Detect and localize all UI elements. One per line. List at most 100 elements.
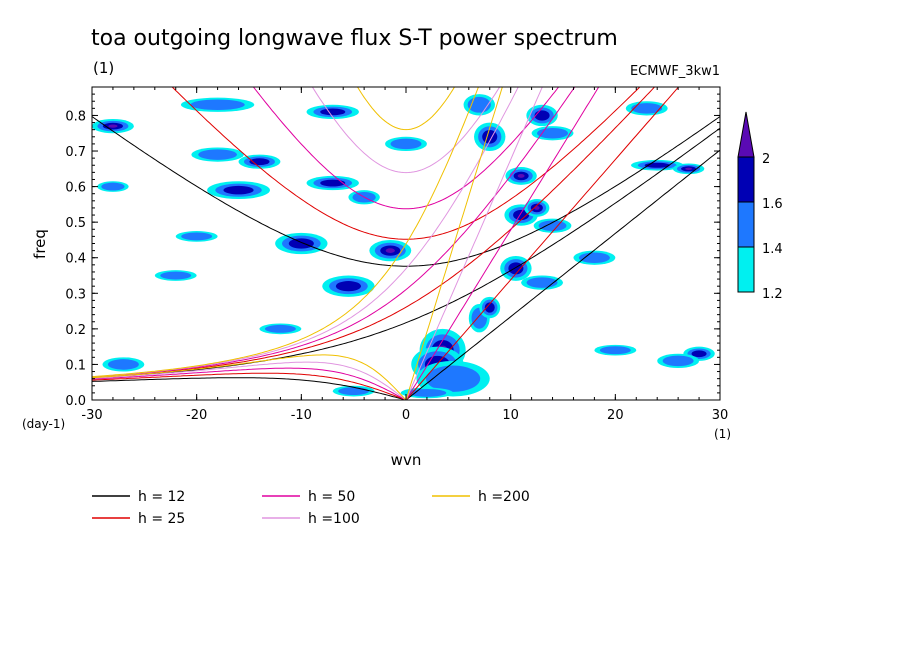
y-tick-label: 0.3 (65, 287, 86, 302)
curve-er-h50 (92, 367, 407, 400)
contour-blob (97, 181, 129, 192)
curve-kelvin-h50 (405, 87, 600, 400)
contour-level-2 (160, 271, 192, 280)
contour-level-2 (662, 355, 694, 367)
colorbar-segment (737, 201, 755, 248)
contour-level-2 (264, 324, 296, 333)
y-tick-label: 0.1 (65, 358, 86, 373)
contour-blob (672, 163, 705, 175)
x-tick-label: -20 (186, 408, 207, 423)
contour-blob (573, 250, 616, 265)
legend-label: h = 12 (138, 489, 185, 505)
contour-blob (306, 175, 359, 191)
contour-blob (322, 275, 375, 297)
y-axis-unit: (day-1) (22, 417, 65, 431)
x-axis-unit: (1) (714, 427, 731, 441)
contour-blob (275, 232, 328, 255)
contour-blob (526, 104, 558, 127)
contour-blob (306, 104, 359, 120)
contour-blob (416, 360, 490, 397)
curve-er-h200 (92, 354, 407, 400)
curve-mrg-h200 (92, 87, 479, 378)
contour-level-2 (101, 182, 125, 191)
contour-level-3 (691, 350, 707, 358)
colorbar-label: 1.4 (762, 242, 783, 257)
contour-level-3 (534, 110, 550, 121)
contour-level-2 (390, 138, 422, 150)
contour-level-2 (425, 365, 481, 392)
contour-blob (191, 147, 244, 162)
y-tick-label: 0.7 (65, 145, 86, 160)
y-tick-label: 0.8 (65, 109, 86, 124)
x-tick-label: -10 (291, 408, 312, 423)
chart-title: toa outgoing longwave flux S-T power spe… (91, 26, 618, 51)
colorbar-segment (737, 156, 755, 203)
contour-level-2 (407, 388, 447, 397)
contour-level-3 (288, 238, 314, 249)
contour-blob (521, 275, 563, 290)
contour-blob (594, 344, 637, 356)
y-tick-label: 0.2 (65, 323, 86, 338)
y-tick-label: 0.6 (65, 181, 86, 196)
colorbar-segment (737, 246, 755, 293)
contour-level-3 (484, 302, 495, 313)
curve-er-h100 (92, 361, 407, 400)
contour-level-2 (537, 127, 569, 139)
colorbar: 2 1.6 1.4 1.2 (737, 111, 783, 302)
contour-level-2 (107, 359, 139, 370)
contour-level-2 (631, 103, 663, 114)
curve-ig-h25 (171, 87, 641, 240)
x-tick-label: 30 (712, 408, 729, 423)
curve-mrg-h100 (92, 87, 519, 378)
legend-label: h =100 (308, 511, 360, 527)
curve-kelvin-h25 (405, 87, 680, 400)
contour-level-3 (335, 281, 361, 292)
chart-subtitle: (1) (93, 59, 114, 77)
curve-kelvin-h100 (405, 87, 543, 400)
curve-kelvin-h12 (405, 149, 720, 400)
contour-blob (500, 255, 532, 281)
contour-level-2 (599, 346, 631, 355)
contour-level-3 (320, 179, 346, 187)
curve-ig-h12 (92, 116, 720, 267)
contour-level-2 (198, 149, 237, 160)
curve-mrg-h12 (92, 127, 720, 379)
source-label: ECMWF_3kw1 (630, 64, 720, 79)
legend: h = 12 h = 25 h = 50 h =100 h =200 (92, 489, 530, 527)
y-tick-label: 0.0 (65, 394, 86, 409)
contour-blob (479, 296, 501, 319)
curve-mrg-h50 (92, 87, 576, 378)
colorbar-label: 2 (762, 152, 770, 167)
contour-blob (625, 101, 668, 116)
contour-level-3 (223, 185, 254, 195)
contour-level-4 (685, 167, 693, 170)
y-tick-label: 0.4 (65, 252, 86, 267)
curve-ig-h200 (356, 87, 456, 131)
legend-label: h = 50 (308, 489, 355, 505)
y-axis-label: freq (31, 229, 49, 259)
colorbar-top-arrow (737, 111, 755, 158)
curve-mrg-h25 (92, 87, 656, 378)
contour-level-2 (338, 387, 370, 396)
contour-blob (154, 270, 197, 281)
contour-blob (207, 181, 270, 200)
contour-blob (533, 218, 572, 233)
contour-blob (657, 353, 700, 368)
contour-blob (385, 136, 427, 152)
x-axis-label: wvn (391, 451, 422, 469)
curve-ig-h50 (252, 87, 560, 210)
x-tick-label: 0 (402, 408, 410, 423)
colorbar-label: 1.6 (762, 197, 783, 212)
x-tick-label: 10 (502, 408, 519, 423)
contour-blob (180, 97, 255, 112)
contour-level-4 (385, 248, 395, 253)
contour-level-2 (578, 252, 610, 263)
contour-blob (369, 239, 412, 262)
contour-level-4 (517, 173, 525, 178)
contour-blob (259, 323, 302, 335)
colorbar-label: 1.2 (762, 287, 783, 302)
contour-level-4 (108, 124, 118, 128)
contour-blob (102, 357, 145, 372)
contour-level-2 (181, 232, 213, 241)
